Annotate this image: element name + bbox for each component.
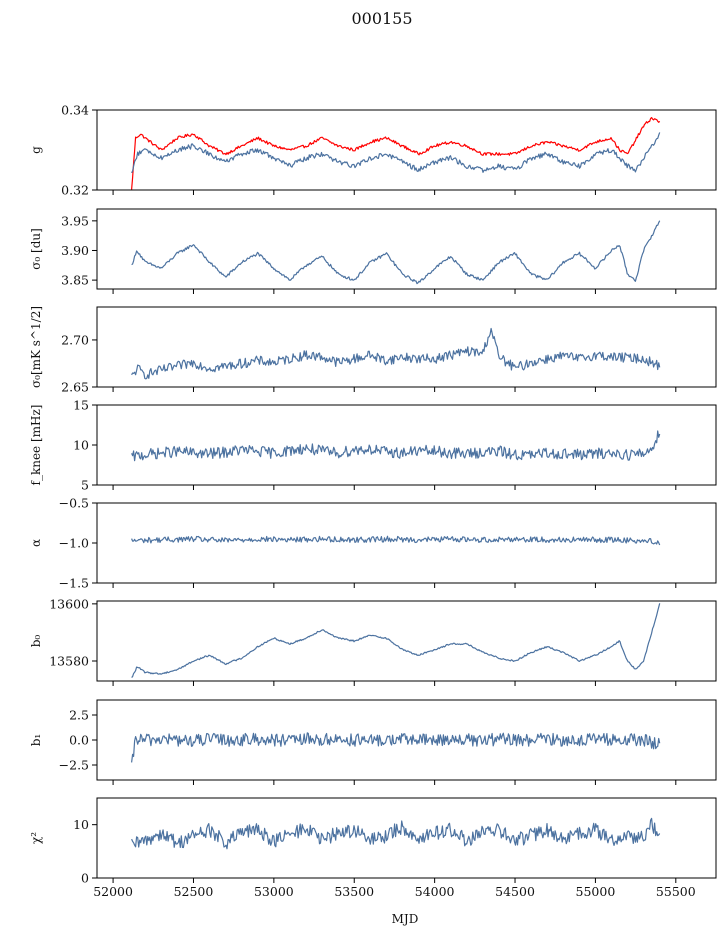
x-tick-label: 52500 (174, 884, 214, 899)
series-line (131, 327, 661, 380)
panel-fknee: 5 10 15 f_knee [mHz] (29, 398, 717, 493)
panel-sigma0-mk: 2.65 2.70 σ₀[mK s^1/2] (29, 306, 717, 395)
y-tick-label: 2.70 (61, 332, 89, 347)
y-axis-label: χ² (29, 832, 43, 844)
y-tick-label: 2.65 (61, 380, 89, 395)
x-tick-label: 52000 (93, 884, 133, 899)
series-line (131, 535, 661, 546)
panel-frame (96, 208, 717, 290)
panel-alpha: −1.5 −1.0 −0.5 α (29, 496, 717, 591)
panel-frame (96, 797, 717, 879)
y-axis-label: f_knee [mHz] (29, 405, 43, 486)
x-tick-label: 54500 (495, 884, 535, 899)
x-tick-label: 53500 (334, 884, 374, 899)
y-tick-label: 5 (81, 478, 89, 493)
y-tick-label: 0 (81, 871, 89, 886)
x-axis-label: MJD (392, 912, 419, 926)
x-tick-label: 53000 (254, 884, 294, 899)
series-line (131, 817, 661, 850)
y-tick-label: 15 (73, 398, 89, 413)
y-tick-label: 10 (73, 817, 89, 832)
y-tick-label: 13580 (49, 654, 89, 669)
y-axis-label: g (29, 146, 43, 154)
panel-frame (96, 502, 717, 584)
panel-frame (96, 109, 717, 191)
y-tick-label: 3.85 (61, 273, 89, 288)
y-axis-label: σ₀ [du] (29, 228, 43, 270)
y-tick-label: −1.5 (59, 576, 89, 591)
panel-frame (96, 600, 717, 682)
x-tick-label: 55000 (576, 884, 616, 899)
y-tick-label: 10 (73, 438, 89, 453)
panel-chi2: 52000 52500 53000 53500 54000 54500 55000 55500… (29, 797, 717, 899)
series-line (131, 117, 661, 190)
y-tick-label: −1.0 (59, 536, 89, 551)
y-tick-label: 0.34 (61, 103, 89, 118)
y-tick-label: −0.5 (59, 496, 89, 511)
series-line (131, 132, 661, 174)
panel-frame (96, 404, 717, 486)
x-tick-label: 55500 (656, 884, 696, 899)
y-tick-label: 3.95 (61, 213, 89, 228)
y-tick-label: 3.90 (61, 243, 89, 258)
series-line (131, 732, 661, 763)
series-line (131, 603, 661, 678)
y-axis-label: σ₀[mK s^1/2] (29, 306, 43, 388)
y-tick-label: 13600 (49, 596, 89, 611)
panel-frame (96, 306, 717, 388)
y-axis-label: b₀ (29, 635, 43, 648)
y-tick-label: −2.5 (59, 758, 89, 773)
panel-g: 0.32 0.34 g (29, 103, 717, 198)
y-axis-label: b₁ (29, 734, 43, 747)
figure-title: 000155 (351, 9, 412, 28)
y-tick-label: 0.32 (61, 183, 89, 198)
y-tick-label: 2.5 (69, 708, 89, 723)
series-line (131, 430, 661, 462)
y-axis-label: α (29, 539, 43, 547)
y-tick-label: 0.0 (69, 733, 89, 748)
panel-b1: −2.5 0.0 2.5 b₁ (29, 699, 717, 785)
panel-b0: 13580 13600 b₀ (29, 596, 717, 686)
panel-sigma0-du: 3.85 3.90 3.95 σ₀ [du] (29, 208, 717, 294)
x-tick-label: 54000 (415, 884, 455, 899)
series-line (131, 220, 661, 285)
panels: 0.32 0.34 g 3.85 3.90 3.95 σ₀ [du] 2.65 2.70 σ₀[m… (29, 103, 717, 899)
